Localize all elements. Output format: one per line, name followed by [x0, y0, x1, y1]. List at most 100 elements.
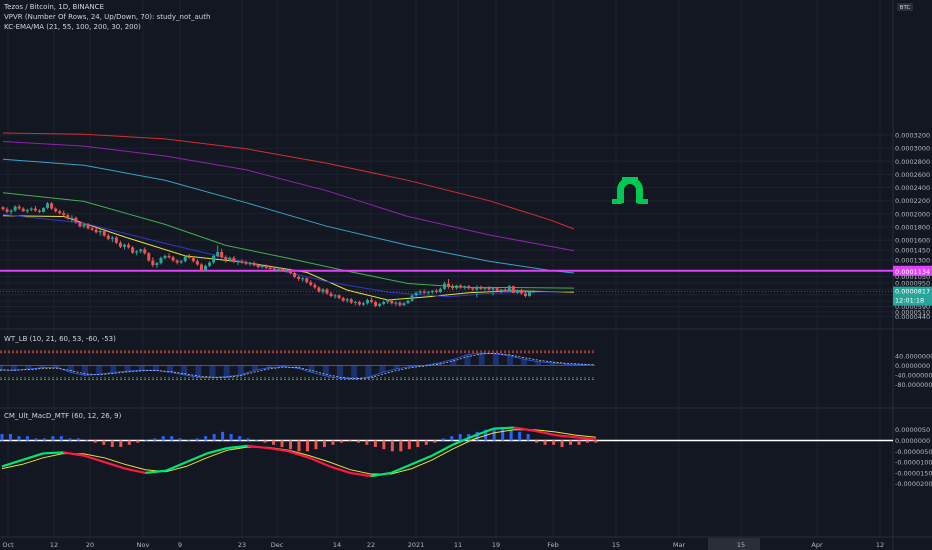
macd-line-segment: [42, 451, 64, 455]
macd-histogram-bar: [17, 436, 21, 441]
time-axis-label: 12: [50, 541, 58, 549]
wt-area-bar: [167, 365, 173, 373]
wt-area-bar: [53, 365, 60, 368]
wt-axis-label: -40.0000000: [895, 371, 932, 379]
macd-line-segment: [63, 451, 85, 457]
macd-line-segment: [308, 456, 331, 468]
wt-area-bar: [266, 365, 273, 368]
candle-body: [256, 265, 260, 268]
macd-histogram-bar: [153, 438, 157, 441]
candle-body: [361, 303, 365, 305]
macd-histogram-bar: [144, 439, 148, 441]
price-axis-label: 0.0002600: [895, 171, 930, 179]
candlesticks[interactable]: [1, 202, 536, 308]
macd-histogram-bar: [322, 440, 326, 447]
macd-line-segment: [350, 471, 371, 478]
candle-body: [228, 257, 232, 260]
candle-body: [370, 299, 374, 302]
candle-body: [438, 288, 442, 293]
macd-axis-label: -0.0000150: [895, 469, 932, 477]
time-axis-label: Apr: [811, 541, 823, 549]
indicator-vpvr-label[interactable]: VPVR (Number Of Rows, 24, Up/Down, 70): …: [4, 13, 211, 21]
candle-body: [528, 291, 531, 297]
price-axis-label: 0.0001800: [895, 224, 930, 232]
macd-histogram-bar: [25, 436, 29, 441]
price-axis-label: 0.0003200: [895, 131, 930, 139]
macd-line-segment: [227, 444, 248, 450]
macd-line-segment: [206, 446, 228, 455]
time-axis-label: 12: [876, 541, 884, 549]
time-axis-label: 2021: [408, 541, 425, 549]
candle-body: [98, 230, 102, 233]
wt-area-bar: [294, 365, 301, 369]
horizontal-line[interactable]: 0.0001134: [0, 265, 932, 276]
candle-body: [471, 288, 475, 290]
macd-signal-line: [1, 429, 597, 475]
wt-area-bar: [549, 362, 556, 366]
countdown-value: 12:01:18: [895, 297, 924, 305]
price-axis-label: 0.0000510: [895, 308, 930, 316]
wt-pane[interactable]: [0, 350, 596, 380]
candle-body: [33, 208, 37, 211]
macd-histogram-bar: [110, 440, 114, 447]
candle-body: [248, 263, 252, 265]
macd-histogram-bar: [407, 440, 411, 450]
symbol-title[interactable]: Tezos / Bitcoin, 1D, BINANCE: [4, 3, 104, 11]
candle-body: [414, 292, 418, 296]
time-axis-label: Nov: [137, 541, 150, 549]
wt-area-bar: [25, 365, 32, 370]
candle-body: [459, 285, 463, 288]
macd-axis-label: -0.0000200: [895, 480, 932, 488]
macd-axis-label: -0.0000100: [895, 459, 932, 467]
macd-histogram-bar: [509, 429, 513, 441]
candle-body: [54, 208, 58, 212]
candle-body: [503, 289, 507, 292]
wt2-line: [0, 353, 596, 379]
wt-area-bar: [322, 365, 329, 376]
macd-line-segment: [247, 444, 269, 450]
macd-histogram-bar: [535, 440, 539, 443]
tezos-logo-icon: [612, 177, 648, 204]
candle-body: [159, 257, 163, 264]
candle-body: [422, 291, 426, 293]
time-axis-label: Mar: [673, 541, 686, 549]
macd-pane-label[interactable]: CM_Ult_MacD_MTF (60, 12, 26, 9): [4, 412, 122, 420]
time-axis-label: 11: [454, 541, 462, 549]
macd-histogram-bar: [399, 440, 403, 452]
candle-body: [199, 264, 203, 271]
candle-body: [313, 284, 317, 288]
candle-body: [418, 291, 422, 293]
macd-histogram-bar: [246, 438, 250, 441]
macd-histogram-bar: [238, 436, 242, 441]
macd-axis-label: 0.0000050: [895, 426, 930, 434]
macd-pane[interactable]: [0, 426, 893, 478]
macd-histogram-bar: [136, 440, 140, 443]
wt-pane-label[interactable]: WT_LB (10, 21, 60, 53, -60, -53): [4, 335, 116, 343]
macd-histogram-bar: [85, 439, 89, 441]
wt-area-bar: [436, 362, 443, 366]
macd-histogram-bar: [127, 440, 131, 445]
candle-body: [86, 224, 90, 229]
macd-line-segment: [452, 435, 474, 446]
macd-histogram-bar: [373, 440, 377, 447]
wt-area-bar: [280, 365, 287, 367]
candle-body: [155, 263, 159, 266]
price-axis-label: 0.0001600: [895, 237, 930, 245]
candle-body: [252, 263, 256, 266]
candle-body: [523, 293, 527, 297]
macd-histogram-bar: [42, 438, 46, 441]
macd-histogram-bar: [356, 440, 360, 443]
macd-histogram-bar: [263, 440, 267, 443]
candle-body: [293, 273, 297, 277]
candle-body: [297, 276, 301, 279]
candle-body: [78, 222, 82, 227]
time-axis-label: 23: [238, 541, 246, 549]
macd-line-segment: [472, 427, 494, 438]
macd-histogram-bar: [577, 440, 581, 445]
indicator-kc-label[interactable]: KC-EMA/MA (21, 55, 100, 200, 30, 200): [4, 23, 141, 31]
price-axis-label: 0.0002200: [895, 197, 930, 205]
candle-body: [499, 289, 503, 291]
candle-body: [382, 301, 386, 304]
candle-body: [434, 290, 438, 293]
